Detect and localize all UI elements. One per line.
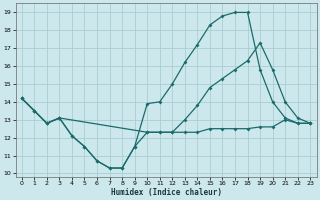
X-axis label: Humidex (Indice chaleur): Humidex (Indice chaleur) — [110, 188, 221, 197]
